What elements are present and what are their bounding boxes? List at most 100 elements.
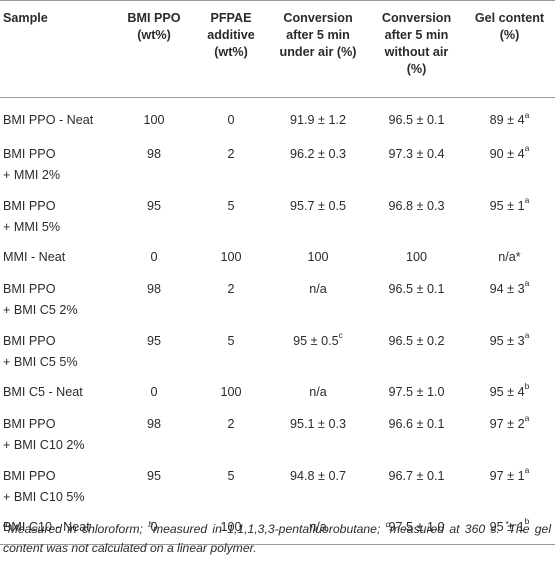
footnote-c-text: measured at 360 s. xyxy=(389,522,506,536)
column-header: PFPAE additive (wt%) xyxy=(195,0,267,98)
footnote-mark-a: a xyxy=(3,518,8,529)
sample-line: BMI PPO xyxy=(3,333,56,348)
column-header-line: after 5 min xyxy=(286,28,350,42)
pfpae-cell: 5 xyxy=(195,323,267,375)
footnote-mark: a xyxy=(524,143,530,154)
conversion-air-cell-value: 95.7 ± 0.5 xyxy=(290,198,346,213)
column-header: Sample xyxy=(0,0,113,98)
conversion-air-cell: 95 ± 0.5c xyxy=(267,323,369,375)
gel-content-cell: 90 ± 4a xyxy=(464,136,555,188)
pfpae-cell: 100 xyxy=(195,375,267,406)
conversion-no-air-cell: 100 xyxy=(369,240,464,271)
column-header-line: Sample xyxy=(3,11,48,25)
gel-content-cell: 89 ± 4a xyxy=(464,98,555,136)
conversion-no-air-cell: 96.5 ± 0.1 xyxy=(369,98,464,136)
conversion-air-cell: 91.9 ± 1.2 xyxy=(267,98,369,136)
sample-cell: BMI C10 - Neat xyxy=(0,509,113,545)
gel-content-cell-value: 95 ± 1 xyxy=(489,198,525,213)
results-table: Sample BMI PPO (wt%) PFPAE additive (wt%) Conv… xyxy=(0,0,555,545)
gel-content-cell-value: 97 ± 1 xyxy=(489,468,525,483)
conversion-no-air-cell: 96.7 ± 0.1 xyxy=(369,458,464,510)
gel-content-cell-value: 95 ± 4 xyxy=(489,384,525,399)
bmi-ppo-cell: 98 xyxy=(113,271,195,323)
bmi-ppo-cell: 0 xyxy=(113,375,195,406)
column-header-line: Gel content xyxy=(474,11,545,25)
footnote-mark: a xyxy=(524,195,530,206)
pfpae-cell: 5 xyxy=(195,458,267,510)
bmi-ppo-cell-value: 0 xyxy=(150,384,158,399)
bmi-ppo-cell: 0 xyxy=(113,509,195,545)
column-header: Conversion after 5 min without air (%) xyxy=(369,0,464,98)
conversion-no-air-cell: 96.5 ± 0.1 xyxy=(369,271,464,323)
footnote-mark: c xyxy=(338,330,343,341)
conversion-air-cell: n/a xyxy=(267,271,369,323)
bmi-ppo-cell: 98 xyxy=(113,136,195,188)
pfpae-cell-value: 100 xyxy=(220,384,242,399)
conversion-no-air-cell-value: 96.5 ± 0.1 xyxy=(388,113,445,127)
conversion-no-air-cell: 96.8 ± 0.3 xyxy=(369,188,464,240)
bmi-ppo-cell: 95 xyxy=(113,188,195,240)
sample-line: + MMI 2% xyxy=(3,167,61,182)
column-header: Conversion after 5 min under air (%) xyxy=(267,0,369,98)
sample-cell: BMI C5 - Neat xyxy=(0,375,113,406)
pfpae-cell: 2 xyxy=(195,271,267,323)
conversion-air-cell-value: 96.2 ± 0.3 xyxy=(290,146,346,161)
sample-line: BMI PPO xyxy=(3,281,56,296)
column-header-line: without air xyxy=(384,45,449,59)
sample-cell: BMI PPO + BMI C5 2% xyxy=(0,271,113,323)
sample-line: BMI C5 - Neat xyxy=(3,384,83,399)
conversion-no-air-cell-value: 97.3 ± 0.4 xyxy=(388,146,445,161)
pfpae-cell: 5 xyxy=(195,188,267,240)
footnote-mark-b: b xyxy=(148,518,153,529)
conversion-no-air-cell-value: 97.5 ± 1.0 xyxy=(388,519,445,534)
bmi-ppo-cell-value: 95 xyxy=(146,333,161,348)
pfpae-cell-value: 5 xyxy=(227,468,235,483)
column-header-line: under air (%) xyxy=(279,45,357,59)
conversion-no-air-cell: 97.3 ± 0.4 xyxy=(369,136,464,188)
bmi-ppo-cell-value: 0 xyxy=(150,249,158,264)
conversion-air-cell: 94.8 ± 0.7 xyxy=(267,458,369,510)
footnote-mark: a xyxy=(524,330,530,341)
table-row: BMI C10 - Neat 0 100 n/a 97.5 ± 1.0 95 ± 1b xyxy=(0,509,555,545)
conversion-no-air-cell: 97.5 ± 1.0 xyxy=(369,375,464,406)
sample-line: BMI PPO xyxy=(3,416,56,431)
pfpae-cell: 100 xyxy=(195,240,267,271)
table-row: BMI PPO + BMI C10 2% 98 2 95.1 ± 0.3 96.6 ± 0… xyxy=(0,406,555,458)
conversion-no-air-cell-value: 96.5 ± 0.2 xyxy=(388,333,445,348)
header-row: Sample BMI PPO (wt%) PFPAE additive (wt%) Conv… xyxy=(0,0,555,98)
gel-content-cell-value: 90 ± 4 xyxy=(489,146,525,161)
conversion-no-air-cell: 96.6 ± 0.1 xyxy=(369,406,464,458)
conversion-no-air-cell: 96.5 ± 0.2 xyxy=(369,323,464,375)
sample-line: BMI PPO xyxy=(3,198,56,213)
gel-content-cell: 95 ± 1a xyxy=(464,188,555,240)
sample-line: + BMI C5 2% xyxy=(3,302,78,317)
sample-line: + MMI 5% xyxy=(3,219,61,234)
gel-content-cell: 97 ± 2a xyxy=(464,406,555,458)
column-header: Gel content (%) xyxy=(464,0,555,98)
table-row: BMI PPO + MMI 5% 95 5 95.7 ± 0.5 96.8 ± 0.3 95… xyxy=(0,188,555,240)
pfpae-cell-value: 2 xyxy=(227,146,235,161)
bmi-ppo-cell: 98 xyxy=(113,406,195,458)
pfpae-cell: 2 xyxy=(195,406,267,458)
sample-line: BMI PPO xyxy=(3,146,56,161)
column-header-line: PFPAE xyxy=(210,11,252,25)
footnote-mark-c: c xyxy=(385,518,390,529)
conversion-no-air-cell-value: 100 xyxy=(405,249,427,264)
pfpae-cell-value: 5 xyxy=(227,198,235,213)
table-body: BMI PPO - Neat 100 0 91.9 ± 1.2 96.5 ± 0.1 89… xyxy=(0,98,555,545)
column-header-line: after 5 min xyxy=(384,28,449,42)
gel-content-cell-value: 95 ± 3 xyxy=(489,333,525,348)
conversion-air-cell: 100 xyxy=(267,240,369,271)
gel-content-cell-value: 89 ± 4 xyxy=(489,113,525,127)
conversion-no-air-cell-value: 96.6 ± 0.1 xyxy=(388,416,445,431)
sample-line: + BMI C5 5% xyxy=(3,354,78,369)
conversion-air-cell: 95.7 ± 0.5 xyxy=(267,188,369,240)
gel-content-cell-value: 95 ± 1 xyxy=(489,519,525,534)
sample-cell: BMI PPO + BMI C10 5% xyxy=(0,458,113,510)
bmi-ppo-cell-value: 98 xyxy=(146,146,161,161)
table-row: BMI C5 - Neat 0 100 n/a 97.5 ± 1.0 95 ± 4b xyxy=(0,375,555,406)
pfpae-cell: 100 xyxy=(195,509,267,545)
pfpae-cell-value: 100 xyxy=(220,519,242,534)
footnote-mark: a xyxy=(524,465,530,476)
